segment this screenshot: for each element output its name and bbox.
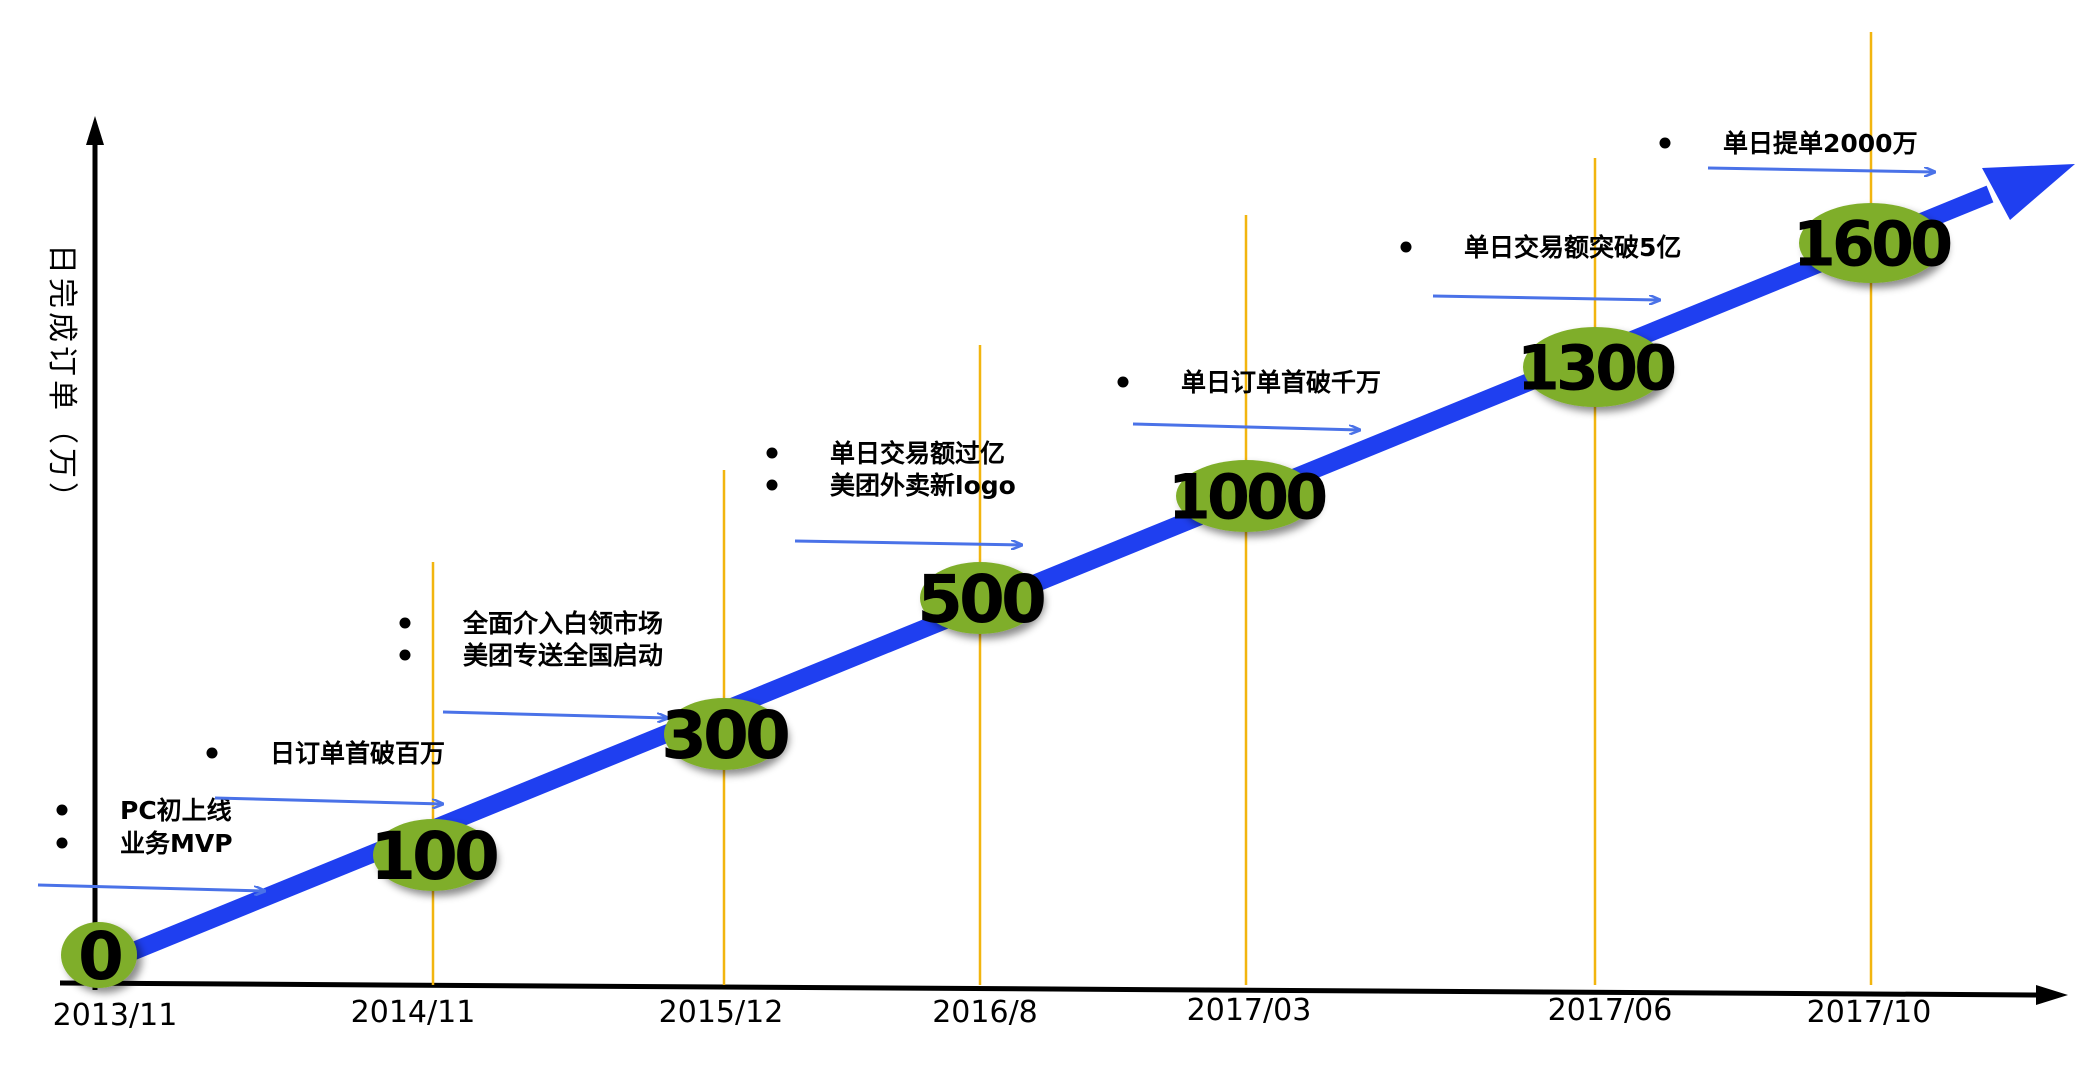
milestone-value-1: 100: [370, 818, 497, 895]
milestone-date-4: 2017/03: [1187, 993, 1312, 1028]
milestone-date-0: 2013/11: [53, 998, 178, 1033]
milestone-bubbles: 0 100 300 500 1000 1300 1600: [61, 203, 1955, 995]
note-arrow-5: [1432, 294, 1660, 300]
milestone-note-4-0: 单日订单首破千万: [1181, 368, 1381, 397]
milestone-note-3-1: 美团外卖新logo: [830, 471, 1016, 500]
milestone-bubble-3: [920, 562, 1040, 634]
note-bullet-6-0: [1659, 137, 1671, 149]
note-bullet-0-1: [56, 837, 68, 849]
note-arrow-3: [794, 539, 1022, 545]
milestone-bubble-5: [1523, 327, 1667, 407]
axes: [59, 116, 2068, 1005]
milestone-bubble-1: [373, 819, 493, 891]
note-arrow-0: [37, 883, 265, 891]
note-bullet-3-1: [766, 479, 778, 491]
milestone-value-4: 1000: [1168, 460, 1326, 533]
milestone-note-0-0: PC初上线: [120, 796, 232, 825]
note-bullet-5-0: [1400, 241, 1412, 253]
milestone-bubble-2: [664, 698, 784, 770]
note-arrow-4: [1132, 422, 1360, 430]
date-labels: 2013/11 2014/11 2015/12 2016/8 2017/03 2017/0…: [53, 993, 1932, 1033]
note-bullet-2-0: [399, 617, 411, 629]
milestone-date-2: 2015/12: [659, 995, 784, 1030]
milestone-note-2-0: 全面介入白领市场: [462, 609, 663, 638]
milestone-note-1-0: 日订单首破百万: [270, 739, 445, 768]
trend-arrow-head: [1982, 164, 2075, 220]
milestone-note-2-1: 美团专送全国启动: [463, 641, 663, 670]
milestone-date-5: 2017/06: [1548, 993, 1673, 1028]
y-axis-arrowhead: [86, 116, 104, 145]
milestone-note-0-1: 业务MVP: [120, 829, 233, 858]
note-bullet-2-1: [399, 649, 411, 661]
milestone-value-2: 300: [661, 697, 788, 774]
milestone-note-6-0: 单日提单2000万: [1723, 129, 1918, 158]
milestone-value-0: 0: [78, 918, 121, 995]
y-axis-label: 日完成订单（万）: [44, 244, 79, 516]
note-bullet-0-0: [56, 804, 68, 816]
guide-lines: [431, 32, 1873, 985]
milestone-value-5: 1300: [1517, 331, 1675, 404]
note-bullet-1-0: [206, 747, 218, 759]
milestone-bubble-6: [1799, 203, 1943, 283]
milestone-value-6: 1600: [1793, 207, 1951, 280]
x-axis: [59, 980, 2041, 998]
milestone-date-6: 2017/10: [1807, 995, 1932, 1030]
note-bullet-3-0: [766, 447, 778, 459]
milestone-bubble-0: [61, 922, 137, 988]
x-axis-arrowhead: [2036, 985, 2068, 1005]
milestone-date-1: 2014/11: [351, 995, 476, 1030]
note-arrow-1: [214, 796, 443, 804]
note-arrow-2: [442, 710, 668, 718]
milestone-note-3-0: 单日交易额过亿: [830, 439, 1005, 468]
milestone-date-3: 2016/8: [932, 995, 1038, 1030]
note-bullet-4-0: [1117, 376, 1129, 388]
note-arrow-6: [1707, 166, 1935, 172]
milestone-bubble-4: [1176, 460, 1316, 532]
milestone-value-3: 500: [917, 561, 1044, 638]
milestone-note-5-0: 单日交易额突破5亿: [1464, 233, 1681, 262]
